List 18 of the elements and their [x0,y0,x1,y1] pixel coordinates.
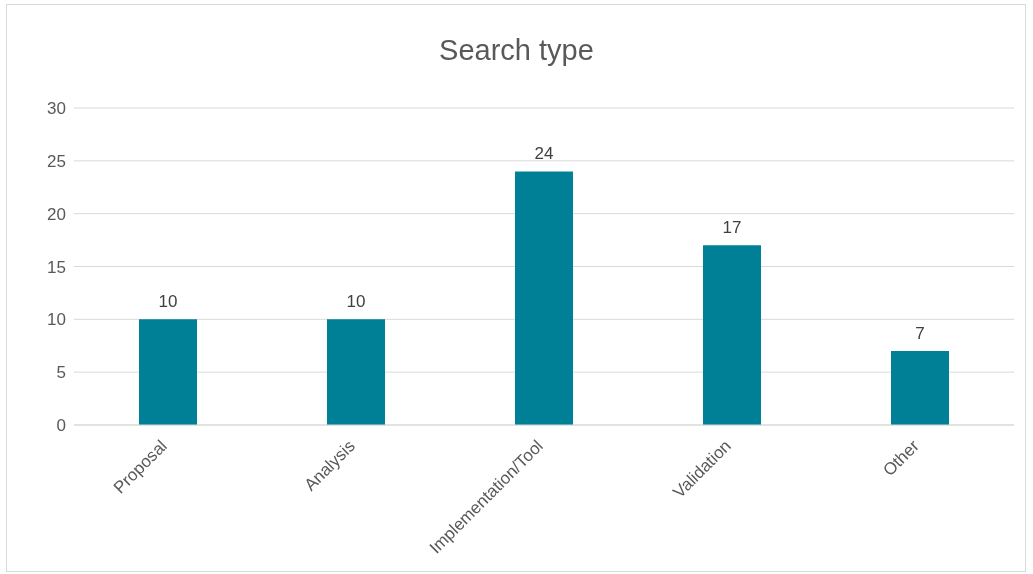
y-tick-label: 20 [47,204,66,224]
bar [515,171,573,425]
bar [139,319,197,425]
data-label: 17 [722,218,742,238]
chart-title: Search type [438,34,595,67]
y-tick-label: 5 [56,363,66,383]
data-label: 10 [158,292,178,312]
y-tick-label: 0 [56,416,66,436]
y-tick-label: 25 [47,151,66,171]
bar [327,319,385,425]
data-label: 7 [915,324,925,344]
y-tick-label: 10 [47,310,66,330]
y-tick-label: 30 [47,99,66,119]
y-tick-label: 15 [47,257,66,277]
bar [703,245,761,425]
bar [891,351,949,425]
data-label: 24 [534,144,554,164]
data-label: 10 [346,292,366,312]
